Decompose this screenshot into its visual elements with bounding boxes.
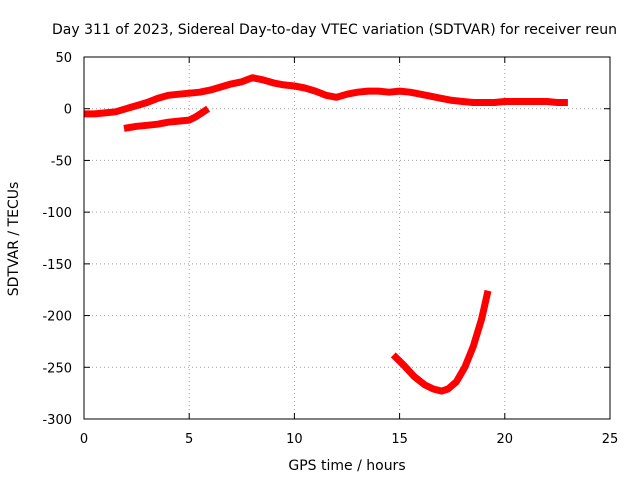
x-tick-label: 25 bbox=[602, 432, 619, 447]
y-tick-label: -100 bbox=[42, 206, 72, 221]
grid-lines bbox=[84, 57, 610, 419]
y-tick-label: -50 bbox=[51, 154, 72, 169]
data-series bbox=[84, 74, 568, 395]
x-tick-label: 10 bbox=[286, 432, 303, 447]
plot-frame bbox=[83, 56, 611, 420]
axis-ticks bbox=[83, 56, 611, 420]
y-axis-title: SDTVAR / TECUs bbox=[6, 182, 22, 297]
series-arc-2 bbox=[123, 105, 211, 132]
y-tick-label: -300 bbox=[42, 413, 72, 428]
x-tick-label: 0 bbox=[80, 432, 88, 447]
y-tick-label: 0 bbox=[64, 103, 72, 118]
series-arc-3 bbox=[390, 289, 492, 395]
x-tick-labels: 0 5 10 15 20 25 bbox=[80, 432, 618, 447]
x-tick-label: 15 bbox=[391, 432, 408, 447]
chart-title: Day 311 of 2023, Sidereal Day-to-day VTE… bbox=[52, 22, 617, 38]
y-tick-label: -200 bbox=[42, 310, 72, 325]
y-tick-label: -250 bbox=[42, 361, 72, 376]
x-axis-title: GPS time / hours bbox=[288, 458, 405, 474]
series-arc-1 bbox=[84, 74, 568, 118]
x-tick-label: 5 bbox=[185, 432, 193, 447]
y-tick-label: 50 bbox=[55, 51, 72, 66]
x-tick-label: 20 bbox=[497, 432, 514, 447]
y-tick-labels: 50 0 -50 -100 -150 -200 -250 -300 bbox=[42, 51, 72, 428]
y-tick-label: -150 bbox=[42, 258, 72, 273]
